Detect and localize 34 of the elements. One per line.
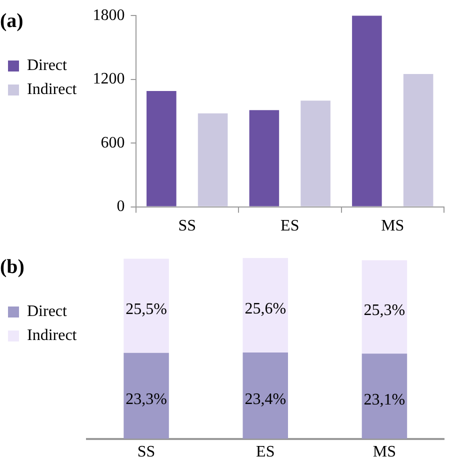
y-tick-label: 1800 <box>92 6 125 24</box>
bar <box>403 74 434 206</box>
y-tick-label: 600 <box>100 134 125 152</box>
x-tick-label: SS <box>137 444 156 461</box>
legend-label: Direct <box>27 303 68 320</box>
data-label: 25,5% <box>126 300 167 318</box>
chart-title: (b) <box>0 256 24 278</box>
chart-title: (a) <box>0 10 24 32</box>
legend-label: Indirect <box>27 327 78 344</box>
bar <box>362 354 408 439</box>
data-label: 23,1% <box>364 391 406 408</box>
bar <box>124 258 169 353</box>
bar <box>242 258 288 352</box>
bar <box>352 16 382 206</box>
legend-label: Indirect <box>27 81 78 98</box>
bar <box>146 91 176 206</box>
bar <box>249 110 280 206</box>
x-tick-label: SS <box>178 218 196 235</box>
data-label: 25,6% <box>244 300 286 318</box>
x-tick-label: MS <box>381 218 404 235</box>
x-tick-label: MS <box>372 444 396 461</box>
bar <box>242 352 288 439</box>
legend-label: Direct <box>27 57 68 74</box>
bar <box>124 352 169 439</box>
data-label: 23,4% <box>244 390 286 408</box>
data-label: 25,3% <box>364 302 406 320</box>
x-tick-label: ES <box>256 444 275 461</box>
x-tick-label: ES <box>280 218 300 235</box>
y-tick-label: 0 <box>116 198 125 216</box>
y-tick-label: 1200 <box>92 70 125 88</box>
bar <box>300 100 330 206</box>
bar <box>198 113 228 206</box>
data-label: 23,3% <box>126 391 167 408</box>
bar <box>362 260 408 354</box>
